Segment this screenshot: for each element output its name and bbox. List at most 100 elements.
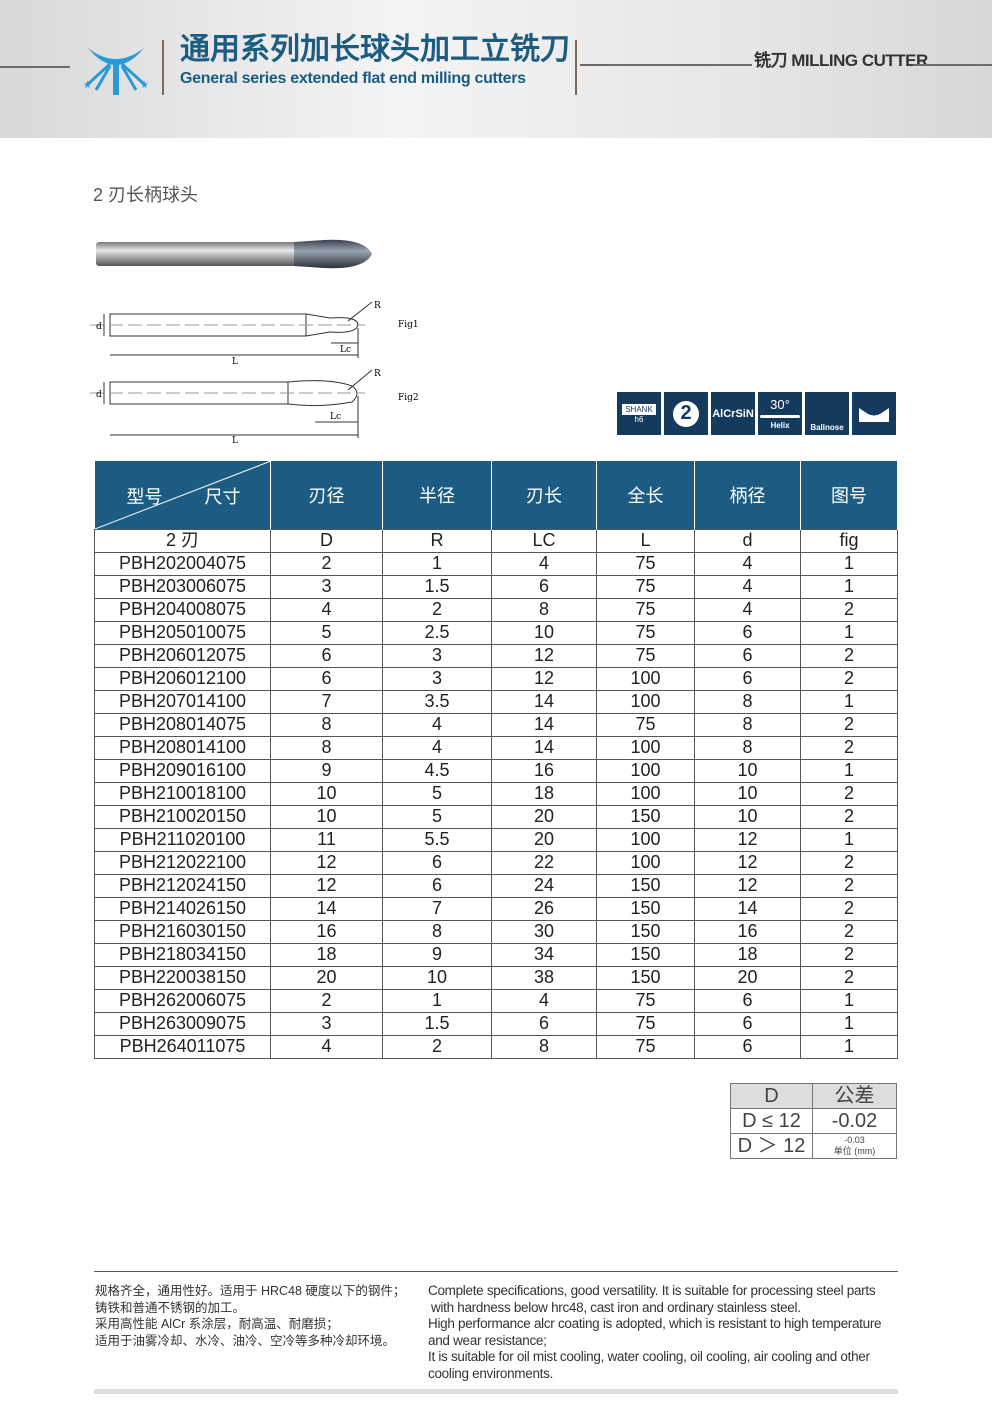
table-row: PBH206012100 6 3 12 100 6 2 xyxy=(94,666,898,691)
header-model: 型号 xyxy=(126,487,163,507)
table-cell: 100 xyxy=(596,827,695,852)
section-title: 2 刃长柄球头 xyxy=(93,185,199,205)
table-cell: 7 xyxy=(382,896,492,921)
table-cell: 100 xyxy=(596,689,695,714)
column-header: 刃长 xyxy=(491,461,597,529)
table-cell: PBH209016100 xyxy=(94,758,271,783)
table-cell: 150 xyxy=(596,942,695,967)
divider xyxy=(162,40,164,95)
table-cell: 6 xyxy=(270,643,383,668)
Lc-label: Lc xyxy=(330,412,341,422)
icon-label: Ballnose xyxy=(810,423,844,432)
tol-cell: -0.03 xyxy=(844,1135,865,1145)
table-cell: 150 xyxy=(596,873,695,898)
table-cell: PBH212024150 xyxy=(94,873,271,898)
d-label: d xyxy=(96,390,102,400)
coating-icon: AlCrSiN xyxy=(711,392,755,435)
table-cell: PBH264011075 xyxy=(94,1034,271,1059)
table-cell: 5.5 xyxy=(382,827,492,852)
table-cell: 1 xyxy=(800,1011,898,1036)
table-row: PBH220038150 20 10 38 150 20 2 xyxy=(94,965,898,990)
table-cell: 6 xyxy=(694,620,801,645)
column-header: 半径 xyxy=(382,461,492,529)
table-cell: PBH205010075 xyxy=(94,620,271,645)
table-row: PBH216030150 16 8 30 150 16 2 xyxy=(94,919,898,944)
table-cell: 1 xyxy=(800,827,898,852)
table-cell: PBH218034150 xyxy=(94,942,271,967)
table-cell: 6 xyxy=(270,666,383,691)
table-cell: PBH220038150 xyxy=(94,965,271,990)
table-cell: fig xyxy=(800,528,898,553)
table-cell: 4 xyxy=(694,574,801,599)
table-cell: 16 xyxy=(491,758,597,783)
table-cell: 100 xyxy=(596,735,695,760)
table-cell: PBH210018100 xyxy=(94,781,271,806)
table-cell: 2 xyxy=(800,873,898,898)
table-cell: 12 xyxy=(694,827,801,852)
table-cell: 4 xyxy=(382,712,492,737)
table-cell: 4.5 xyxy=(382,758,492,783)
header-banner: ★ ★ 通用系列加长球头加工立铣刀 General series extended… xyxy=(0,0,992,138)
table-cell: 4 xyxy=(694,597,801,622)
feature-icons: SHANK h6 2 AlCrSiN 30° Helix Ballnose xyxy=(617,392,896,435)
table-cell: 6 xyxy=(694,1034,801,1059)
table-cell: 2 xyxy=(270,988,383,1013)
table-cell: 2 xyxy=(800,965,898,990)
table-cell: d xyxy=(694,528,801,553)
table-cell: 75 xyxy=(596,551,695,576)
table-cell: PBH210020150 xyxy=(94,804,271,829)
table-cell: 2 xyxy=(800,919,898,944)
table-cell: 14 xyxy=(694,896,801,921)
table-cell: 150 xyxy=(596,919,695,944)
fig2-label: Fig2 xyxy=(398,393,419,403)
table-row: PBH206012075 6 3 12 75 6 2 xyxy=(94,643,898,668)
table-cell: 8 xyxy=(694,712,801,737)
table-cell: 4 xyxy=(491,988,597,1013)
footer-line: Complete specifications, good versatilit… xyxy=(428,1283,876,1298)
table-cell: 10 xyxy=(382,965,492,990)
table-cell: 1.5 xyxy=(382,574,492,599)
tol-cell: -0.02 xyxy=(812,1108,897,1134)
table-row: PBH214026150 14 7 26 150 14 2 xyxy=(94,896,898,921)
table-cell: 100 xyxy=(596,850,695,875)
table-cell: 6 xyxy=(382,873,492,898)
table-cell: 2 xyxy=(800,712,898,737)
table-cell: 9 xyxy=(270,758,383,783)
table-cell: 1 xyxy=(800,988,898,1013)
table-row: PBH208014075 8 4 14 75 8 2 xyxy=(94,712,898,737)
table-row: PBH209016100 9 4.5 16 100 10 1 xyxy=(94,758,898,783)
footer-en: Complete specifications, good versatilit… xyxy=(428,1283,913,1382)
table-cell: 26 xyxy=(491,896,597,921)
table-cell: 75 xyxy=(596,1034,695,1059)
table-cell: 1 xyxy=(800,574,898,599)
table-cell: 2 xyxy=(800,896,898,921)
table-row: PBH208014100 8 4 14 100 8 2 xyxy=(94,735,898,760)
table-row: PBH204008075 4 2 8 75 4 2 xyxy=(94,597,898,622)
table-cell: 1 xyxy=(800,758,898,783)
footer-line: 铸铁和普通不锈钢的加工。 xyxy=(95,1300,246,1315)
table-cell: 1.5 xyxy=(382,1011,492,1036)
table-cell: 6 xyxy=(694,1011,801,1036)
table-cell: 2 xyxy=(800,850,898,875)
table-cell: 8 xyxy=(694,735,801,760)
table-cell: 2 xyxy=(382,1034,492,1059)
table-cell: 12 xyxy=(694,873,801,898)
logo-icon: ★ ★ xyxy=(83,48,149,95)
table-cell: 1 xyxy=(382,988,492,1013)
table-cell: PBH202004075 xyxy=(94,551,271,576)
table-cell: 2 xyxy=(800,781,898,806)
table-cell: 8 xyxy=(382,919,492,944)
table-cell: PBH207014100 xyxy=(94,689,271,714)
svg-text:★: ★ xyxy=(83,80,92,91)
divider xyxy=(0,66,70,68)
page-title: 通用系列加长球头加工立铣刀 xyxy=(180,33,570,66)
icon-sub: Helix xyxy=(770,420,790,430)
table-cell: 4 xyxy=(270,1034,383,1059)
table-cell: 2 xyxy=(270,551,383,576)
table-row: PBH263009075 3 1.5 6 75 6 1 xyxy=(94,1011,898,1036)
table-cell: 2 xyxy=(800,735,898,760)
two-flute-icon: 2 xyxy=(664,392,708,435)
table-row: PBH207014100 7 3.5 14 100 8 1 xyxy=(94,689,898,714)
column-header: 柄径 xyxy=(694,461,801,529)
table-cell: 14 xyxy=(491,712,597,737)
